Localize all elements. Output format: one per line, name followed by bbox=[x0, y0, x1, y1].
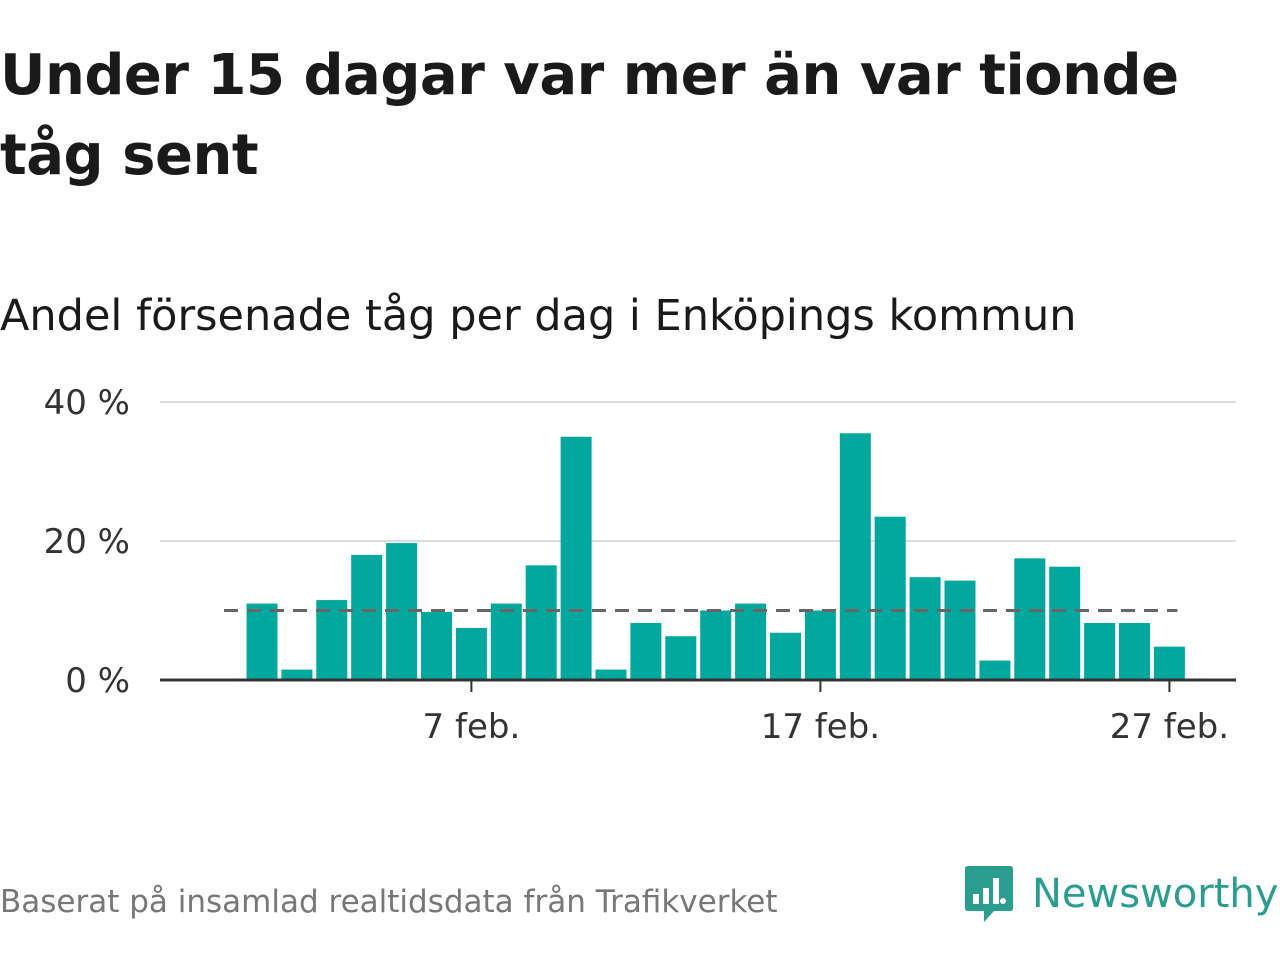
newsworthy-logo-icon bbox=[965, 866, 1013, 922]
gridlines bbox=[160, 401, 1236, 542]
brand-name: Newsworthy bbox=[1032, 871, 1279, 917]
y-axis-tick-labels: 0 % 20 % 40 % bbox=[44, 383, 130, 701]
x-axis bbox=[160, 678, 1236, 692]
y-tick-label: 40 % bbox=[44, 383, 130, 423]
x-axis-tick-labels: 7 feb. 17 feb. 27 feb. bbox=[423, 707, 1230, 747]
bar bbox=[246, 603, 278, 680]
bar bbox=[595, 669, 627, 680]
bar bbox=[560, 436, 592, 680]
bar bbox=[1014, 558, 1046, 680]
bar bbox=[804, 610, 836, 680]
bar bbox=[525, 565, 557, 680]
bar bbox=[665, 636, 697, 680]
bar bbox=[316, 600, 348, 680]
bar bbox=[351, 554, 383, 680]
bar bbox=[281, 669, 313, 680]
bar bbox=[421, 611, 452, 680]
bar bbox=[490, 603, 522, 680]
brand-logo: Newsworthy bbox=[964, 862, 1278, 926]
x-tick-label: 7 feb. bbox=[423, 707, 521, 747]
bar bbox=[909, 577, 941, 680]
bar bbox=[1153, 646, 1185, 680]
y-tick-label: 20 % bbox=[44, 522, 130, 562]
y-tick-label: 0 % bbox=[65, 661, 130, 701]
bar-chart: 0 % 20 % 40 % 7 feb. 17 feb. 27 feb. bbox=[44, 383, 1236, 747]
bar bbox=[839, 433, 871, 680]
chart-subtitle: Andel försenade tåg per dag i Enköpings … bbox=[0, 291, 1077, 341]
bar bbox=[700, 610, 732, 680]
bar bbox=[979, 660, 1011, 680]
bar bbox=[944, 580, 976, 680]
bar bbox=[735, 603, 767, 680]
x-tick-label: 27 feb. bbox=[1110, 707, 1229, 747]
x-tick-label: 17 feb. bbox=[761, 707, 880, 747]
bar bbox=[1049, 566, 1081, 680]
chart-title: Under 15 dagar var mer än var tionde tåg… bbox=[0, 43, 1179, 188]
bar bbox=[1119, 623, 1150, 680]
bar bbox=[455, 627, 487, 680]
bar bbox=[874, 516, 906, 680]
bar bbox=[1084, 623, 1116, 680]
bar bbox=[630, 623, 662, 680]
bar bbox=[770, 632, 801, 680]
source-note: Baserat på insamlad realtidsdata från Tr… bbox=[0, 884, 778, 920]
bars bbox=[246, 433, 1185, 680]
